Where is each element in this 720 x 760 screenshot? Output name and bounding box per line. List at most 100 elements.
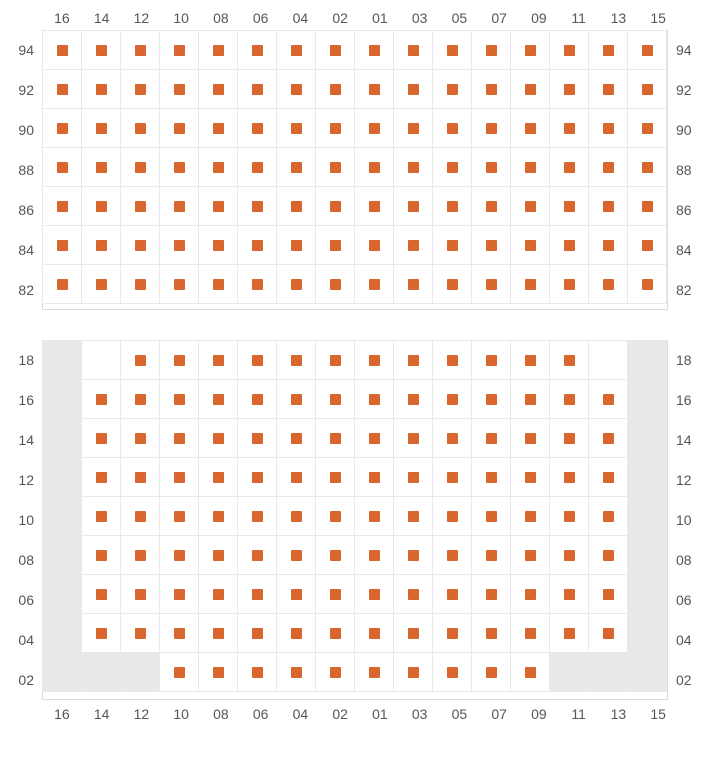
seat-cell[interactable] [393,186,433,226]
seat-cell[interactable] [471,108,511,148]
seat-cell[interactable] [198,108,238,148]
seat-cell[interactable] [471,225,511,265]
seat-cell[interactable] [588,186,628,226]
seat-cell[interactable] [393,30,433,70]
seat-cell[interactable] [471,613,511,653]
seat-cell[interactable] [627,69,667,109]
seat-cell[interactable] [237,69,277,109]
seat-cell[interactable] [42,108,82,148]
seat-cell[interactable] [81,613,121,653]
seat-cell[interactable] [354,147,394,187]
seat-cell[interactable] [120,574,160,614]
seat-cell[interactable] [276,418,316,458]
seat-cell[interactable] [198,613,238,653]
seat-cell[interactable] [237,340,277,380]
seat-cell[interactable] [315,379,355,419]
seat-cell[interactable] [393,574,433,614]
seat-cell[interactable] [354,496,394,536]
seat-cell[interactable] [120,30,160,70]
seat-cell[interactable] [510,535,550,575]
seat-cell[interactable] [42,147,82,187]
seat-cell[interactable] [237,418,277,458]
seat-cell[interactable] [354,574,394,614]
seat-cell[interactable] [159,225,199,265]
seat-cell[interactable] [159,30,199,70]
seat-cell[interactable] [237,108,277,148]
seat-cell[interactable] [393,264,433,304]
seat-cell[interactable] [510,30,550,70]
seat-cell[interactable] [510,108,550,148]
seat-cell[interactable] [588,457,628,497]
seat-cell[interactable] [198,340,238,380]
seat-cell[interactable] [549,264,589,304]
seat-cell[interactable] [81,30,121,70]
seat-cell[interactable] [471,147,511,187]
seat-cell[interactable] [471,69,511,109]
seat-cell[interactable] [159,69,199,109]
seat-cell[interactable] [354,457,394,497]
seat-cell[interactable] [432,613,472,653]
seat-cell[interactable] [549,379,589,419]
seat-cell[interactable] [393,340,433,380]
seat-cell[interactable] [159,147,199,187]
seat-cell[interactable] [81,186,121,226]
seat-cell[interactable] [354,69,394,109]
seat-cell[interactable] [159,108,199,148]
seat-cell[interactable] [549,340,589,380]
seat-cell[interactable] [432,340,472,380]
seat-cell[interactable] [588,30,628,70]
seat-cell[interactable] [159,264,199,304]
seat-cell[interactable] [510,186,550,226]
seat-cell[interactable] [510,418,550,458]
seat-cell[interactable] [471,652,511,692]
seat-cell[interactable] [198,379,238,419]
seat-cell[interactable] [120,418,160,458]
seat-cell[interactable] [120,340,160,380]
seat-cell[interactable] [42,186,82,226]
seat-cell[interactable] [432,225,472,265]
seat-cell[interactable] [471,418,511,458]
seat-cell[interactable] [627,147,667,187]
seat-cell[interactable] [588,264,628,304]
seat-cell[interactable] [198,264,238,304]
seat-cell[interactable] [393,379,433,419]
seat-cell[interactable] [393,225,433,265]
seat-cell[interactable] [315,264,355,304]
seat-cell[interactable] [81,264,121,304]
seat-cell[interactable] [549,225,589,265]
seat-cell[interactable] [432,379,472,419]
seat-cell[interactable] [315,147,355,187]
seat-cell[interactable] [510,379,550,419]
seat-cell[interactable] [510,147,550,187]
seat-cell[interactable] [315,418,355,458]
seat-cell[interactable] [432,264,472,304]
seat-cell[interactable] [159,535,199,575]
seat-cell[interactable] [510,457,550,497]
seat-cell[interactable] [549,457,589,497]
seat-cell[interactable] [276,264,316,304]
seat-cell[interactable] [510,496,550,536]
seat-cell[interactable] [588,69,628,109]
seat-cell[interactable] [276,457,316,497]
seat-cell[interactable] [120,186,160,226]
seat-cell[interactable] [627,30,667,70]
seat-cell[interactable] [549,496,589,536]
seat-cell[interactable] [549,574,589,614]
seat-cell[interactable] [120,264,160,304]
seat-cell[interactable] [81,379,121,419]
seat-cell[interactable] [432,574,472,614]
seat-cell[interactable] [159,379,199,419]
seat-cell[interactable] [159,457,199,497]
seat-cell[interactable] [198,69,238,109]
seat-cell[interactable] [159,418,199,458]
seat-cell[interactable] [549,535,589,575]
seat-cell[interactable] [276,186,316,226]
seat-cell[interactable] [471,574,511,614]
seat-cell[interactable] [276,108,316,148]
seat-cell[interactable] [354,379,394,419]
seat-cell[interactable] [354,418,394,458]
seat-cell[interactable] [432,147,472,187]
seat-cell[interactable] [276,574,316,614]
seat-cell[interactable] [354,30,394,70]
seat-cell[interactable] [198,535,238,575]
